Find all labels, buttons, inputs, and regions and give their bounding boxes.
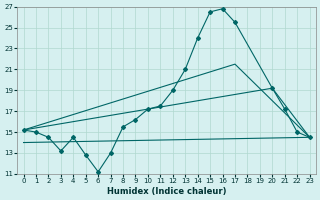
- X-axis label: Humidex (Indice chaleur): Humidex (Indice chaleur): [107, 187, 226, 196]
